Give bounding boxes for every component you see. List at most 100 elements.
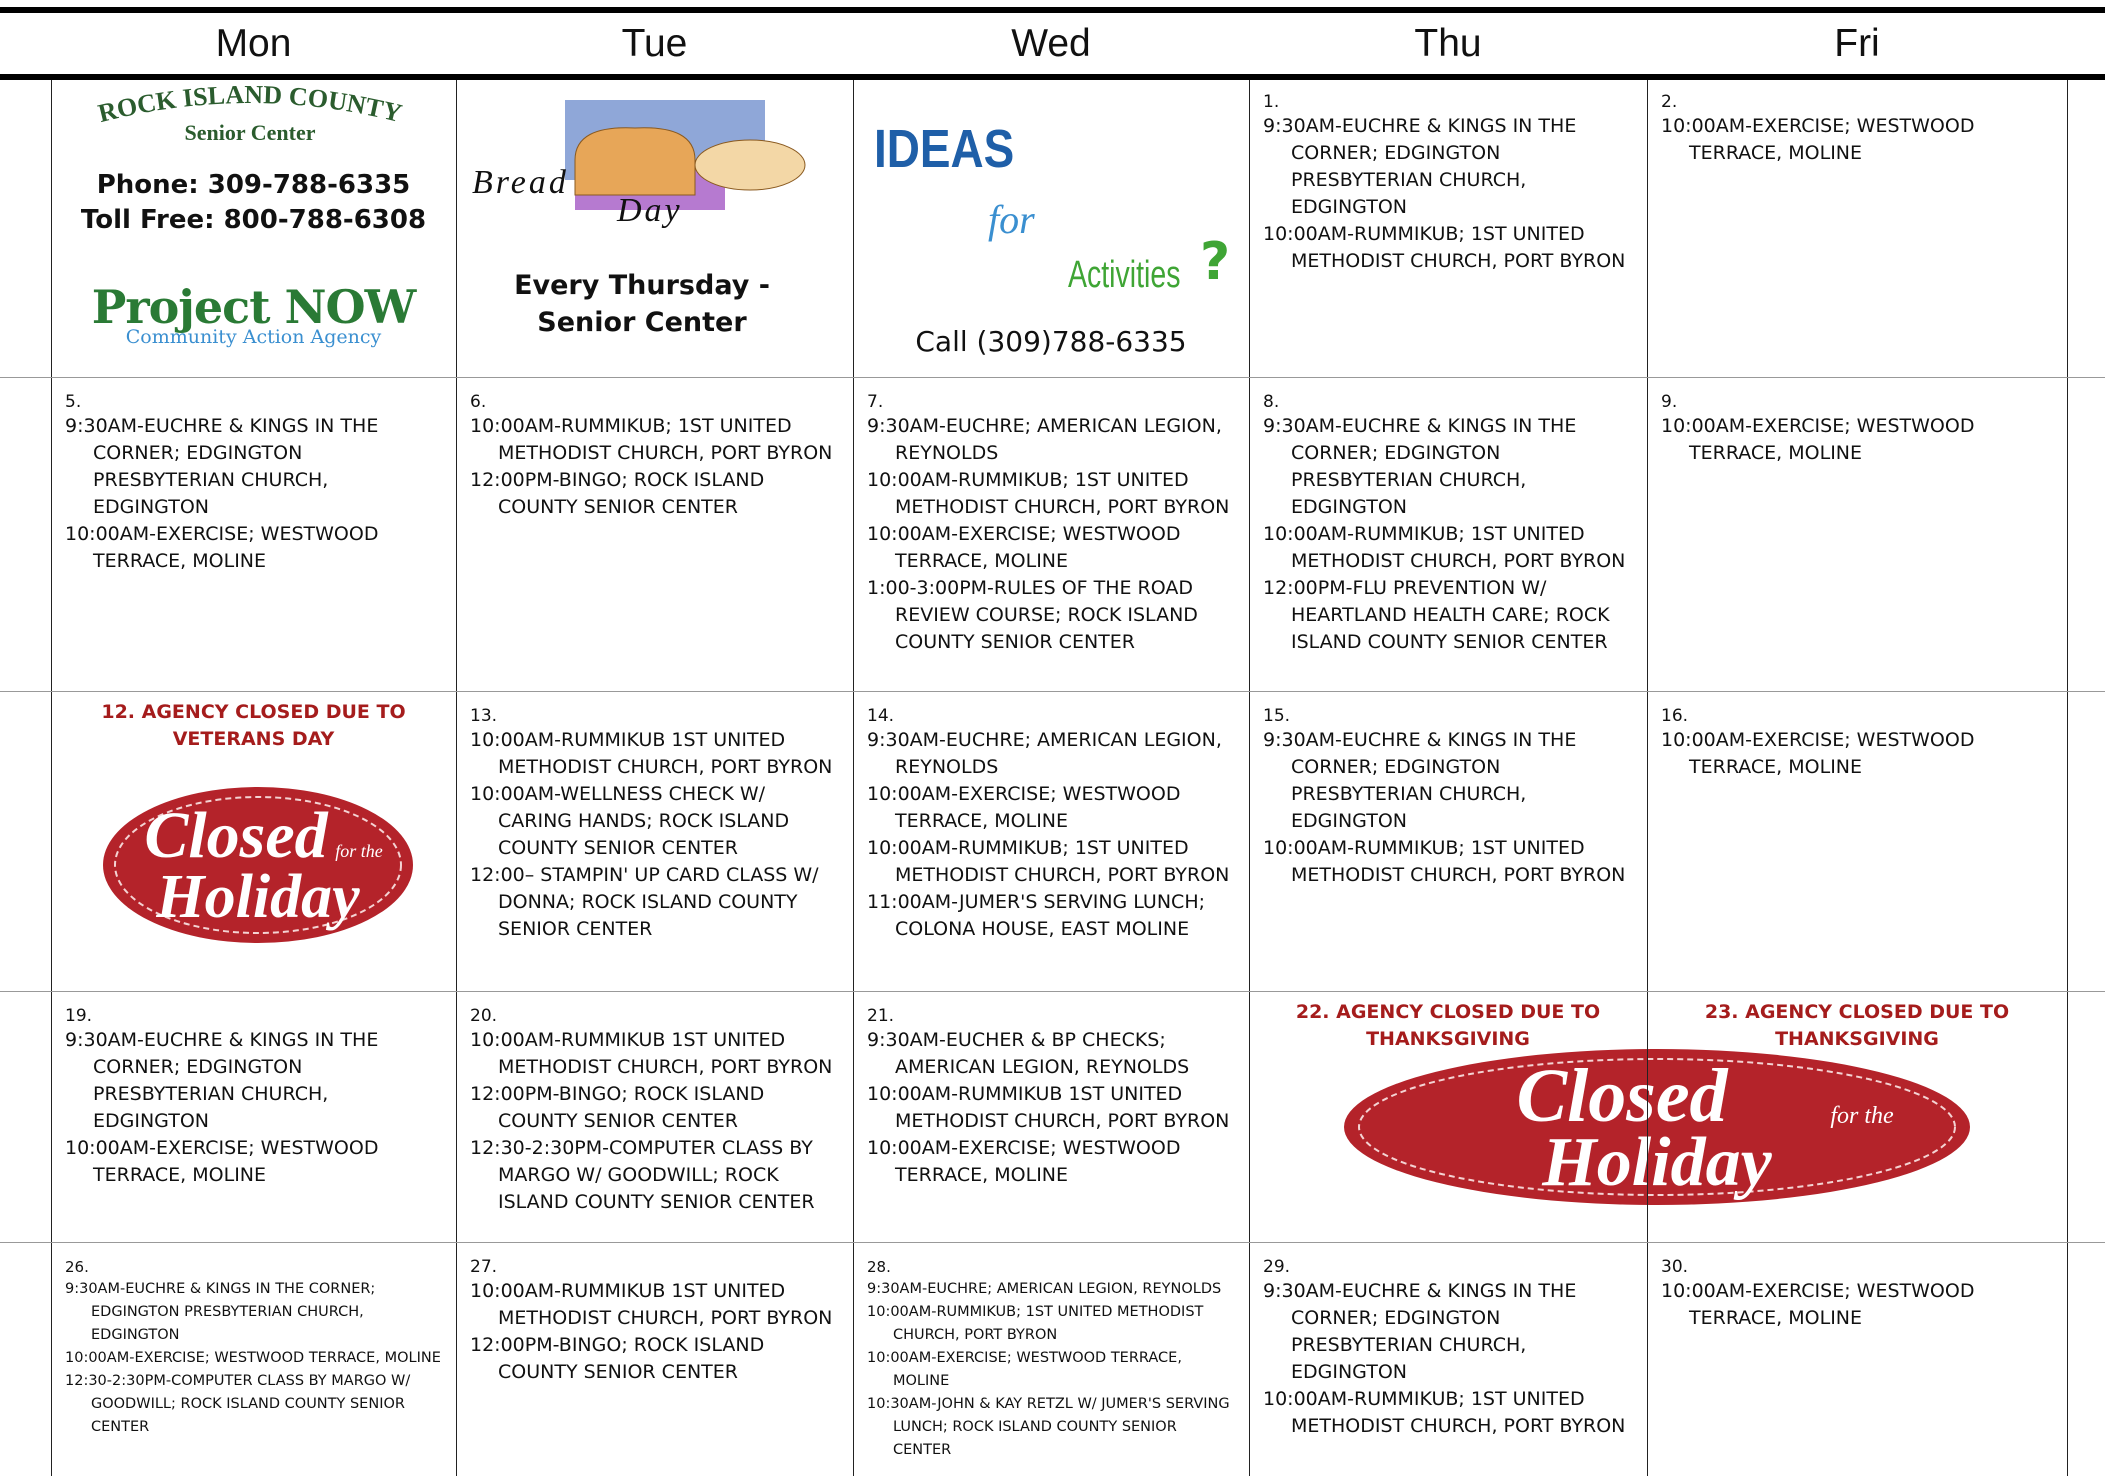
day-cell: 26. 9:30AM-EUCHRE & KINGS IN THE CORNER; … [51, 1242, 456, 1476]
column-rule [456, 80, 457, 1476]
day-cell: 2. 10:00AM-EXERCISE; WESTWOOD TERRACE, MO… [1647, 77, 2067, 377]
event: 10:00AM-RUMMIKUB; 1ST UNITED METHODIST C… [1263, 223, 1626, 272]
date-number: 5. [65, 392, 82, 412]
day-cell: 28. 9:30AM-EUCHRE; AMERICAN LEGION, REYNO… [853, 1242, 1249, 1476]
column-rule [2067, 80, 2068, 1476]
day-cell: 16. 10:00AM-EXERCISE; WESTWOOD TERRACE, M… [1647, 691, 2067, 991]
event: 10:00AM-RUMMIKUB; 1ST UNITED METHODIST C… [1263, 523, 1626, 572]
event: 10:00AM-RUMMIKUB; 1ST UNITED METHODIST C… [470, 415, 833, 464]
phone: Phone: 309-788-6335 [96, 170, 411, 200]
date-number: 1. [1263, 92, 1280, 112]
event: 9:30AM-EUCHRE & KINGS IN THE CORNER; EDG… [65, 1029, 379, 1132]
day-cell: 9. 10:00AM-EXERCISE; WESTWOOD TERRACE, MO… [1647, 377, 2067, 691]
event: 12:00– STAMPIN' UP CARD CLASS W/ DONNA; … [470, 864, 819, 940]
event: 10:00AM-EXERCISE; WESTWOOD TERRACE, MOLI… [1661, 1280, 1975, 1329]
day-word: Day [617, 192, 683, 229]
day-cell: 14. 9:30AM-EUCHRE; AMERICAN LEGION, REYNO… [853, 691, 1249, 991]
header-bottom-rule [0, 74, 2105, 80]
badge-line: for the [1830, 1103, 1894, 1129]
event: 9:30AM-EUCHRE; AMERICAN LEGION, REYNOLDS [867, 415, 1222, 464]
day-header: Tue [621, 22, 688, 65]
date-number: 2. [1661, 92, 1678, 112]
day-cell: 27. 10:00AM-RUMMIKUB 1ST UNITED METHODIST… [456, 1242, 853, 1476]
date-number: 19. [65, 1006, 93, 1026]
closed-badge: Closed for the Holiday [103, 787, 413, 943]
closed-notice: 23. AGENCY CLOSED DUE TO THANKSGIVING [1704, 1001, 2010, 1050]
date-number: 28. [867, 1258, 891, 1276]
day-cell: 15. 9:30AM-EUCHRE & KINGS IN THE CORNER; … [1249, 691, 1647, 991]
event: 10:00AM-EXERCISE; WESTWOOD TERRACE, MOLI… [867, 523, 1181, 572]
closed-notice: 12. AGENCY CLOSED DUE TO VETERANS DAY [101, 701, 406, 750]
day-cell: 5. 9:30AM-EUCHRE & KINGS IN THE CORNER; E… [51, 377, 456, 691]
bread-illustration [565, 100, 806, 210]
day-cell: 7. 9:30AM-EUCHRE; AMERICAN LEGION, REYNOL… [853, 377, 1249, 691]
column-rule [1249, 80, 1250, 1476]
event: 10:00AM-WELLNESS CHECK W/ CARING HANDS; … [470, 783, 790, 859]
event: 9:30AM-EUCHER & BP CHECKS; AMERICAN LEGI… [867, 1029, 1190, 1078]
bread-word: Bread [472, 164, 569, 201]
event: 10:00AM-EXERCISE; WESTWOOD TERRACE, MOLI… [1661, 115, 1975, 164]
event: 10:00AM-EXERCISE; WESTWOOD TERRACE, MOLI… [1661, 729, 1975, 778]
date-number: 6. [470, 392, 487, 412]
event: 12:00PM-FLU PREVENTION W/ HEARTLAND HEAL… [1263, 577, 1610, 653]
date-number: 26. [65, 1258, 89, 1276]
project-sub: Community Action Agency [125, 326, 382, 348]
ideas-word: IDEAS [874, 119, 1015, 179]
event: 10:00AM-RUMMIKUB; 1ST UNITED METHODIST C… [867, 469, 1230, 518]
event: 10:00AM-EXERCISE; WESTWOOD TERRACE, MOLI… [867, 1350, 1182, 1389]
event: 12:30-2:30PM-COMPUTER CLASS BY MARGO W/ … [65, 1373, 411, 1435]
activities-word: Activities [1068, 254, 1181, 296]
day-cell: 8. 9:30AM-EUCHRE & KINGS IN THE CORNER; E… [1249, 377, 1647, 691]
event: 10:30AM-JOHN & KAY RETZL W/ JUMER'S SERV… [867, 1396, 1230, 1458]
question-mark: ? [1200, 232, 1231, 292]
event: 10:00AM-EXERCISE; WESTWOOD TERRACE, MOLI… [65, 523, 379, 572]
day-cell: 1. 9:30AM-EUCHRE & KINGS IN THE CORNER; E… [1249, 77, 1647, 377]
event: 12:00PM-BINGO; ROCK ISLAND COUNTY SENIOR… [470, 1083, 765, 1132]
day-cell: 6. 10:00AM-RUMMIKUB; 1ST UNITED METHODIST… [456, 377, 853, 691]
event: 9:30AM-EUCHRE & KINGS IN THE CORNER; EDG… [1263, 115, 1577, 218]
day-cell: 29. 9:30AM-EUCHRE & KINGS IN THE CORNER; … [1249, 1242, 1647, 1476]
event: 9:30AM-EUCHRE & KINGS IN THE CORNER; EDG… [1263, 1280, 1577, 1383]
day-cell: 20. 10:00AM-RUMMIKUB 1ST UNITED METHODIST… [456, 991, 853, 1242]
senior-center-logo: ROCK ISLAND COUNTY Senior Center [95, 86, 405, 145]
date-number: 14. [867, 706, 895, 726]
event: 11:00AM-JUMER'S SERVING LUNCH; COLONA HO… [867, 891, 1206, 940]
call-number: Call (309)788-6335 [915, 325, 1187, 358]
event: 9:30AM-EUCHRE; AMERICAN LEGION, REYNOLDS [867, 729, 1222, 778]
event: 9:30AM-EUCHRE & KINGS IN THE CORNER; EDG… [1263, 415, 1577, 518]
date-number: 16. [1661, 706, 1689, 726]
event: 10:00AM-RUMMIKUB; 1ST UNITED METHODIST C… [1263, 837, 1626, 886]
event: 9:30AM-EUCHRE & KINGS IN THE CORNER; EDG… [65, 415, 379, 518]
caption-line: Every Thursday - [514, 270, 770, 301]
event: 10:00AM-RUMMIKUB; 1ST UNITED METHODIST C… [1263, 1388, 1626, 1437]
event: 12:00PM-BINGO; ROCK ISLAND COUNTY SENIOR… [470, 469, 765, 518]
event: 10:00AM-EXERCISE; WESTWOOD TERRACE, MOLI… [867, 1137, 1181, 1186]
event: 10:00AM-RUMMIKUB; 1ST UNITED METHODIST C… [867, 1304, 1204, 1343]
day-cell: 21. 9:30AM-EUCHER & BP CHECKS; AMERICAN L… [853, 991, 1249, 1242]
date-number: 30. [1661, 1257, 1689, 1277]
day-header: Thu [1414, 22, 1482, 65]
event: 10:00AM-RUMMIKUB 1ST UNITED METHODIST CH… [470, 729, 833, 778]
column-rule [853, 80, 854, 1476]
date-number: 20. [470, 1006, 498, 1026]
event: 9:30AM-EUCHRE & KINGS IN THE CORNER; EDG… [65, 1281, 376, 1343]
event: 10:00AM-EXERCISE; WESTWOOD TERRACE, MOLI… [65, 1350, 441, 1366]
event: 10:00AM-EXERCISE; WESTWOOD TERRACE, MOLI… [867, 783, 1181, 832]
project-logo: Project NOW [91, 280, 416, 334]
badge-line: Holiday [1541, 1124, 1772, 1201]
column-rule [51, 80, 52, 1476]
date-number: 21. [867, 1006, 895, 1026]
day-cell: 13. 10:00AM-RUMMIKUB 1ST UNITED METHODIST… [456, 691, 853, 991]
date-number: 15. [1263, 706, 1291, 726]
badge-line: for the [335, 841, 383, 861]
closed-notice: 22. AGENCY CLOSED DUE TO THANKSGIVING [1295, 1001, 1601, 1050]
header-top-rule [0, 7, 2105, 13]
event: 10:00AM-RUMMIKUB; 1ST UNITED METHODIST C… [867, 837, 1230, 886]
day-header: Mon [215, 22, 292, 65]
column-rule [1647, 80, 1648, 1476]
caption-line: Senior Center [537, 307, 747, 338]
event: 12:30-2:30PM-COMPUTER CLASS BY MARGO W/ … [470, 1137, 815, 1213]
date-number: 29. [1263, 1257, 1291, 1277]
row-rule [0, 691, 2105, 692]
